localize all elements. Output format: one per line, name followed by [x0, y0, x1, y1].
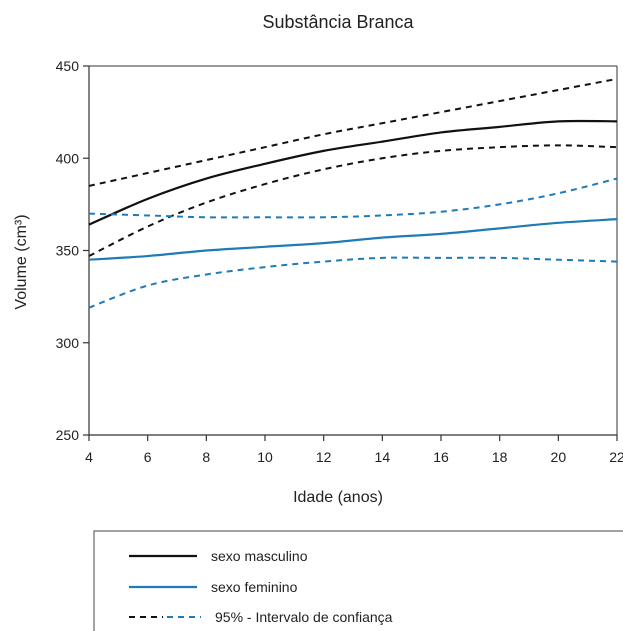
x-tick-label: 20 — [551, 449, 567, 465]
x-tick-label: 22 — [609, 449, 623, 465]
y-tick-label: 400 — [56, 150, 80, 166]
y-tick-label: 250 — [56, 427, 80, 443]
chart-title: Substância Branca — [262, 12, 414, 32]
legend-label-male: sexo masculino — [211, 548, 308, 564]
series-line-male-mean — [88, 119, 618, 226]
y-tick-label: 450 — [56, 58, 80, 74]
legend: sexo masculino sexo feminino 95% - Inter… — [93, 530, 623, 631]
y-tick-label: 300 — [56, 335, 80, 351]
legend-label-ci: 95% - Intervalo de confiança — [215, 609, 393, 625]
x-ticks: 4 6 8 10 12 14 16 18 20 22 — [85, 435, 623, 465]
x-tick-label: 4 — [85, 449, 93, 465]
x-tick-label: 18 — [492, 449, 508, 465]
series-line-male-ci-upper — [88, 77, 618, 187]
plot-area — [88, 65, 618, 436]
series-line-female-mean — [88, 218, 618, 261]
x-tick-label: 8 — [202, 449, 210, 465]
series-line-female-ci-upper — [88, 177, 618, 219]
x-axis-title: Idade (anos) — [293, 489, 383, 506]
x-tick-label: 14 — [375, 449, 391, 465]
legend-label-female: sexo feminino — [211, 579, 298, 595]
series-lines — [88, 77, 618, 309]
x-tick-label: 10 — [257, 449, 273, 465]
y-axis-title: Volume (cm³) — [13, 214, 30, 309]
legend-box — [93, 530, 623, 631]
y-ticks: 250 300 350 400 450 — [56, 58, 89, 443]
x-tick-label: 12 — [316, 449, 332, 465]
series-line-female-ci-lower — [88, 256, 618, 309]
y-tick-label: 350 — [56, 243, 80, 259]
x-tick-label: 16 — [433, 449, 449, 465]
x-tick-label: 6 — [144, 449, 152, 465]
